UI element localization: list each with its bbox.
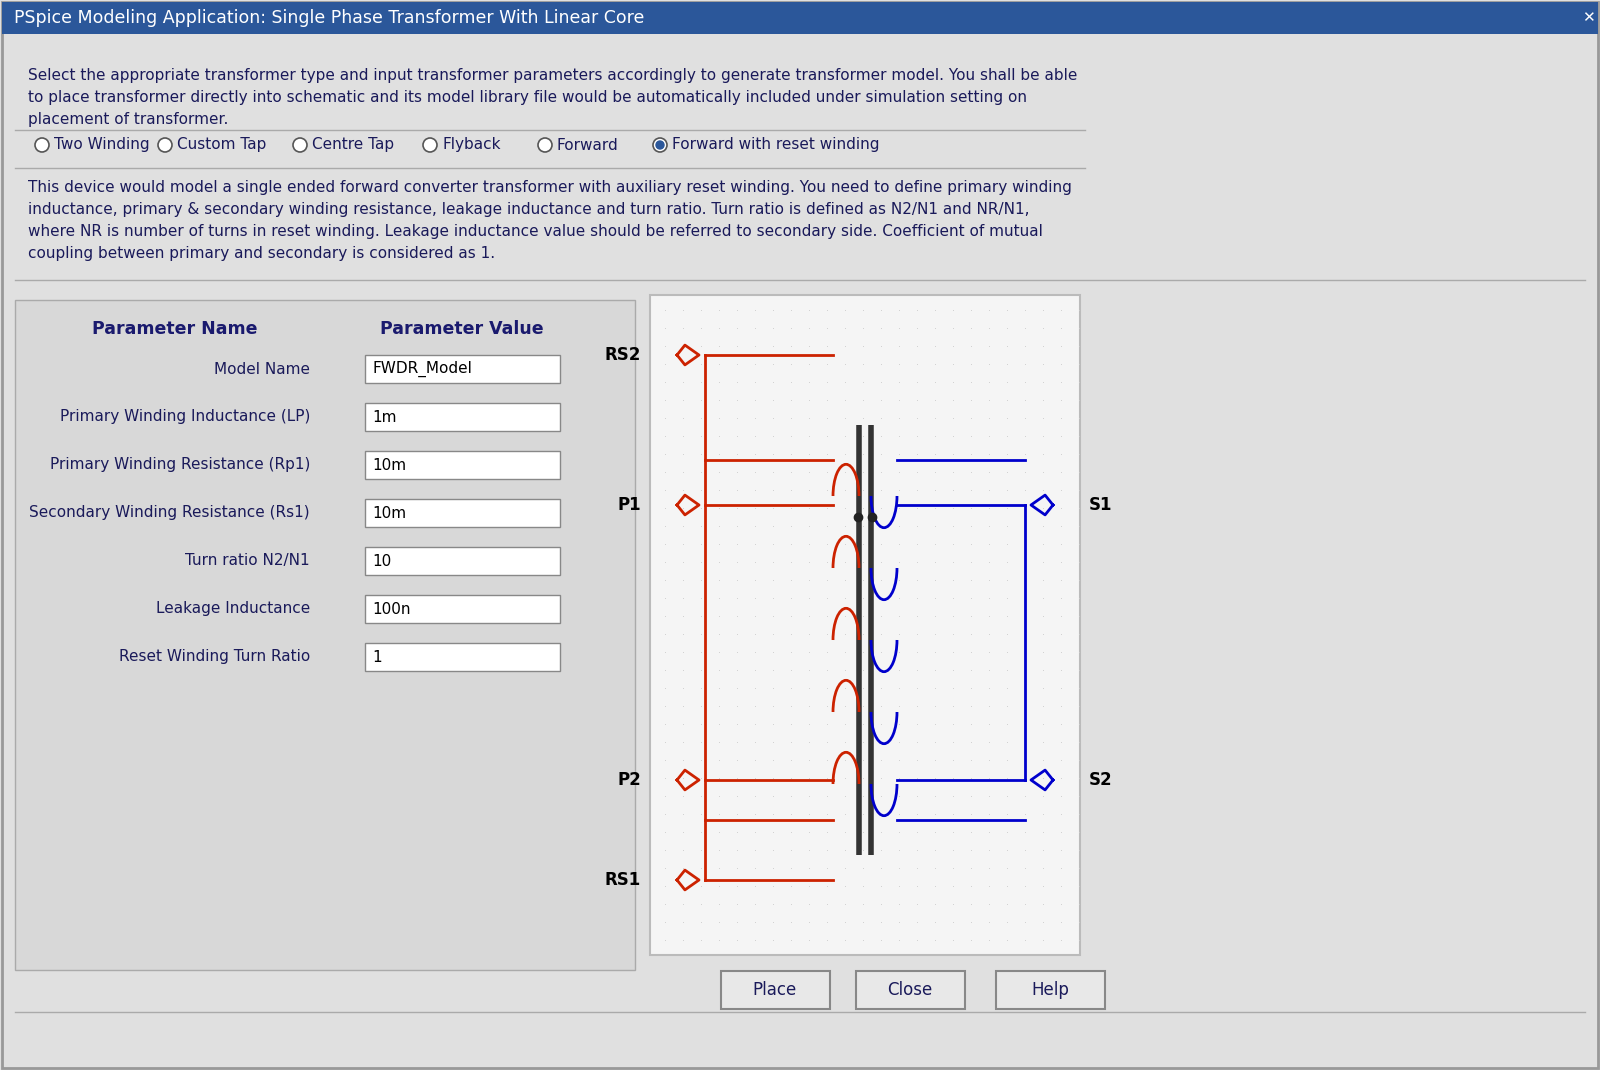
Text: coupling between primary and secondary is considered as 1.: coupling between primary and secondary i… bbox=[29, 246, 494, 261]
Text: RS1: RS1 bbox=[605, 871, 642, 889]
Text: Model Name: Model Name bbox=[214, 362, 310, 377]
Text: Leakage Inductance: Leakage Inductance bbox=[155, 601, 310, 616]
Text: to place transformer directly into schematic and its model library file would be: to place transformer directly into schem… bbox=[29, 90, 1027, 105]
Text: RS2: RS2 bbox=[605, 346, 642, 364]
Text: FWDR_Model: FWDR_Model bbox=[371, 361, 472, 377]
Text: P2: P2 bbox=[618, 771, 642, 789]
Text: Secondary Winding Resistance (Rs1): Secondary Winding Resistance (Rs1) bbox=[29, 505, 310, 520]
Text: 10: 10 bbox=[371, 553, 392, 568]
Text: placement of transformer.: placement of transformer. bbox=[29, 112, 229, 127]
Text: Flyback: Flyback bbox=[442, 138, 501, 153]
FancyBboxPatch shape bbox=[365, 643, 560, 671]
FancyBboxPatch shape bbox=[650, 295, 1080, 956]
Text: Forward: Forward bbox=[557, 138, 619, 153]
FancyBboxPatch shape bbox=[365, 355, 560, 383]
Text: Primary Winding Resistance (Rp1): Primary Winding Resistance (Rp1) bbox=[50, 458, 310, 473]
Text: This device would model a single ended forward converter transformer with auxili: This device would model a single ended f… bbox=[29, 180, 1072, 195]
Text: 1m: 1m bbox=[371, 410, 397, 425]
Text: Parameter Value: Parameter Value bbox=[381, 320, 544, 338]
Circle shape bbox=[293, 138, 307, 152]
FancyBboxPatch shape bbox=[14, 300, 635, 970]
FancyBboxPatch shape bbox=[365, 547, 560, 575]
Text: P1: P1 bbox=[618, 496, 642, 514]
FancyBboxPatch shape bbox=[365, 450, 560, 479]
Text: PSpice Modeling Application: Single Phase Transformer With Linear Core: PSpice Modeling Application: Single Phas… bbox=[14, 9, 645, 27]
Text: Select the appropriate transformer type and input transformer parameters accordi: Select the appropriate transformer type … bbox=[29, 68, 1077, 83]
Text: Centre Tap: Centre Tap bbox=[312, 138, 394, 153]
FancyBboxPatch shape bbox=[365, 595, 560, 623]
FancyBboxPatch shape bbox=[365, 499, 560, 528]
Circle shape bbox=[422, 138, 437, 152]
Text: 10m: 10m bbox=[371, 458, 406, 473]
FancyBboxPatch shape bbox=[365, 403, 560, 431]
Text: Reset Winding Turn Ratio: Reset Winding Turn Ratio bbox=[118, 649, 310, 664]
Circle shape bbox=[158, 138, 173, 152]
Text: Primary Winding Inductance (LP): Primary Winding Inductance (LP) bbox=[59, 410, 310, 425]
Text: 1: 1 bbox=[371, 649, 382, 664]
Circle shape bbox=[656, 141, 664, 149]
Text: inductance, primary & secondary winding resistance, leakage inductance and turn : inductance, primary & secondary winding … bbox=[29, 202, 1029, 217]
FancyBboxPatch shape bbox=[995, 970, 1104, 1009]
Text: S2: S2 bbox=[1090, 771, 1112, 789]
FancyBboxPatch shape bbox=[2, 2, 1598, 34]
FancyBboxPatch shape bbox=[856, 970, 965, 1009]
Text: Two Winding: Two Winding bbox=[54, 138, 150, 153]
Text: Custom Tap: Custom Tap bbox=[178, 138, 266, 153]
Circle shape bbox=[35, 138, 50, 152]
Text: Close: Close bbox=[888, 981, 933, 999]
Text: 100n: 100n bbox=[371, 601, 411, 616]
Text: 10m: 10m bbox=[371, 505, 406, 520]
Text: Help: Help bbox=[1030, 981, 1069, 999]
Text: ✕: ✕ bbox=[1582, 11, 1594, 26]
Text: Place: Place bbox=[754, 981, 797, 999]
Circle shape bbox=[653, 138, 667, 152]
Circle shape bbox=[538, 138, 552, 152]
Text: S1: S1 bbox=[1090, 496, 1112, 514]
Text: Parameter Name: Parameter Name bbox=[93, 320, 258, 338]
Text: where NR is number of turns in reset winding. Leakage inductance value should be: where NR is number of turns in reset win… bbox=[29, 224, 1043, 239]
FancyBboxPatch shape bbox=[720, 970, 829, 1009]
Text: Forward with reset winding: Forward with reset winding bbox=[672, 138, 880, 153]
Text: Turn ratio N2/N1: Turn ratio N2/N1 bbox=[186, 553, 310, 568]
